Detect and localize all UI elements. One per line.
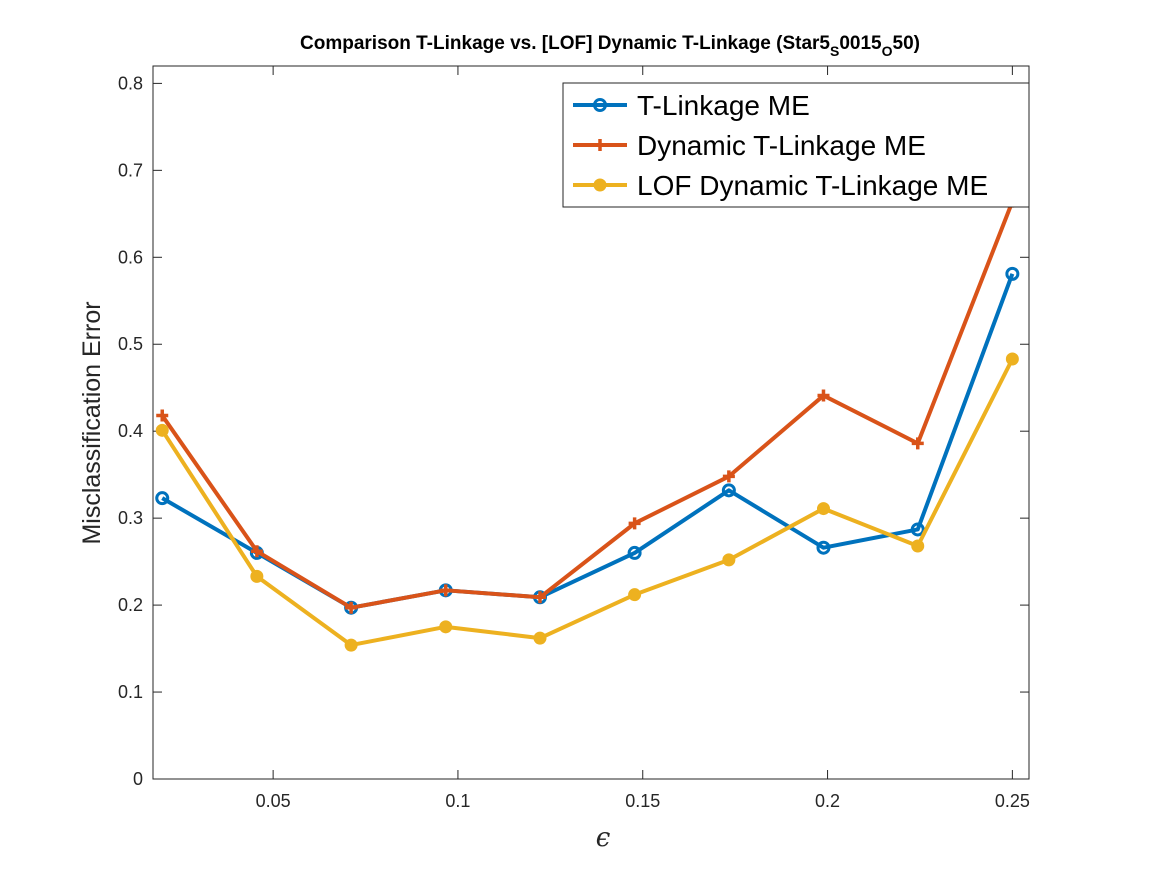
dot-marker (722, 553, 736, 567)
y-tick-label: 0.8 (118, 73, 143, 93)
plus-marker (628, 517, 641, 530)
series-line (160, 200, 1015, 610)
dot-marker (1005, 352, 1019, 366)
circle-marker (1005, 266, 1020, 281)
x-tick-label: 0.15 (625, 791, 660, 811)
legend-label: LOF Dynamic T-Linkage ME (637, 170, 988, 201)
y-tick-label: 0.2 (118, 595, 143, 615)
axes-box (152, 65, 1030, 780)
y-tick-label: 0.1 (118, 682, 143, 702)
dot-marker (533, 631, 547, 645)
y-tick-label: 0.4 (118, 421, 143, 441)
plus-marker (911, 437, 924, 450)
series-line (161, 273, 1015, 610)
y-tick-label: 0.7 (118, 160, 143, 180)
title-part: Comparison T-Linkage vs. [LOF] Dynamic T… (300, 33, 830, 54)
series-1 (156, 195, 1019, 614)
y-tick-label: 0.3 (118, 508, 143, 528)
plus-marker (439, 584, 452, 597)
title-part: 0015 (839, 33, 882, 54)
plus-marker (722, 470, 735, 483)
legend-box (562, 82, 1030, 208)
dot-marker (628, 588, 642, 602)
plus-marker (817, 389, 830, 402)
dot-marker (816, 502, 830, 516)
plus-marker (156, 409, 169, 422)
circle-marker (155, 491, 170, 506)
plus-marker (345, 601, 358, 614)
dot-marker (344, 638, 358, 652)
legend: T-Linkage ME Dynamic T-Linkage ME LOF Dyna… (562, 82, 1030, 208)
x-tick-label: 0.05 (256, 791, 291, 811)
y-tick-label: 0.6 (118, 247, 143, 267)
series-group (155, 195, 1020, 652)
dot-marker (911, 539, 925, 553)
title-part: S (830, 43, 839, 59)
x-axis-label: ϵ (596, 823, 611, 853)
plus-marker (594, 139, 606, 151)
x-tick-label: 0.2 (815, 791, 840, 811)
plus-marker (533, 591, 546, 604)
plus-marker (250, 545, 263, 558)
y-axis-label: Misclassification Error (78, 301, 106, 544)
dot-marker (593, 178, 607, 192)
circle-marker (816, 540, 831, 555)
y-tick-label: 0 (133, 769, 143, 789)
legend-label: T-Linkage ME (637, 90, 810, 121)
dot-marker (439, 620, 453, 634)
circle-marker (627, 545, 642, 560)
axes: 0.05 0.1 0.15 0.2 0.25 0 0.1 0.2 0.3 0.4 0.5 0.6 0.7… (118, 65, 1030, 811)
dot-marker (250, 569, 264, 583)
title-part: 50) (893, 33, 920, 54)
legend-label: Dynamic T-Linkage ME (637, 130, 926, 161)
title-part: O (882, 43, 893, 59)
series-line (160, 358, 1015, 648)
series-2 (155, 352, 1019, 652)
circle-marker (593, 98, 607, 112)
circle-marker (910, 522, 925, 537)
y-tick-label: 0.5 (118, 334, 143, 354)
chart-title: Comparison T-Linkage vs. [LOF] Dynamic T… (300, 33, 920, 59)
circle-marker (721, 483, 736, 498)
dot-marker (155, 423, 169, 437)
x-tick-label: 0.25 (995, 791, 1030, 811)
x-tick-label: 0.1 (445, 791, 470, 811)
